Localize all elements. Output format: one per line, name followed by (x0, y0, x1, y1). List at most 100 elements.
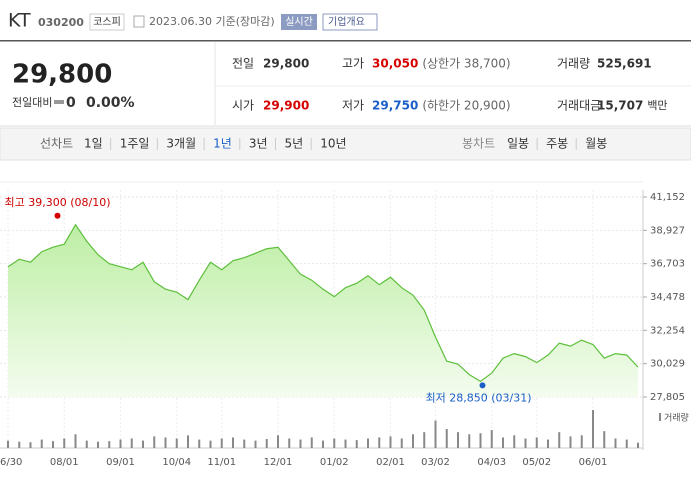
company[interactable]: 기업개요 (328, 15, 365, 28)
y-tick-label: 34,478 (650, 292, 685, 303)
x-tick-label: 01/02 (320, 457, 349, 468)
flat-icon (54, 100, 64, 104)
x-tick-label: 02/01 (376, 457, 405, 468)
volume-bar (265, 439, 268, 448)
low-dot (479, 382, 486, 389)
high-label: 최고 39,300 (08/10) (4, 196, 110, 209)
volume-bar (637, 442, 639, 448)
realtime[interactable]: 실시간 (285, 16, 313, 28)
y-tick-label: 32,254 (650, 325, 685, 336)
period-tab[interactable]: 1년 (213, 137, 232, 151)
period-tab[interactable]: 1주일 (120, 137, 150, 151)
market-badge (89, 13, 125, 31)
volume-bar (220, 438, 223, 448)
volume-bar (52, 441, 54, 448)
volume-bar (558, 432, 561, 448)
volume-bar (175, 438, 178, 448)
volume-bar (535, 437, 538, 448)
period-tab[interactable]: 3개월 (166, 137, 196, 151)
realtime-button[interactable] (281, 14, 317, 30)
volume-bar (513, 435, 516, 448)
x-tick-label: 06/30 (0, 457, 22, 468)
x-tick-label: 05/02 (522, 457, 551, 468)
x-tick-label: 11/01 (207, 457, 236, 468)
volume-bar (85, 440, 88, 448)
price-line (7, 223, 639, 383)
stock-name: KT (8, 10, 31, 32)
period-tab[interactable]: 1일 (84, 137, 103, 151)
date: 2023.06.30 기준(장마감) (149, 15, 275, 28)
stat-label: 거래대금 (557, 99, 601, 113)
line-chart-label: 선차트 (40, 137, 73, 151)
volume-bar (400, 438, 403, 448)
high-dot (54, 212, 61, 219)
stat-label: 고가 (342, 57, 364, 71)
volume-bar (479, 433, 482, 448)
price-area (8, 224, 638, 397)
volume-bar (445, 429, 448, 448)
price: 29,800 (12, 60, 112, 90)
change-pct: 0.00% (86, 95, 135, 111)
x-tick-label: 06/01 (579, 457, 608, 468)
volume-bar (547, 439, 549, 448)
volume-bar (378, 437, 381, 448)
x-tick-label: 12/01 (264, 457, 293, 468)
period-tab[interactable]: 5년 (285, 137, 304, 151)
stat-value: 29,900 (263, 99, 309, 113)
stat-value: 30,050 (372, 57, 418, 71)
stat-label: 저가 (342, 99, 364, 113)
volume-bar (299, 439, 302, 448)
volume-bar (580, 435, 583, 448)
volume-bar (130, 438, 133, 448)
company-button[interactable] (322, 13, 378, 31)
y-tick-label: 36,703 (650, 259, 685, 270)
volume-bar (209, 440, 212, 448)
volume-bar (187, 435, 189, 448)
volume-bar (502, 437, 504, 448)
y-tick-label: 30,029 (650, 359, 685, 370)
candle-chart-label: 봉차트 (462, 137, 495, 151)
x-tick-label: 10/04 (162, 457, 191, 468)
candle-tab[interactable]: 월봉 (585, 137, 607, 151)
volume-bar (412, 434, 414, 448)
y-tick-label: 38,927 (650, 225, 685, 236)
period-tab[interactable]: 10년 (320, 137, 346, 151)
volume-bar (97, 441, 99, 448)
y-tick-label: 41,152 (650, 192, 685, 203)
volume-bar (243, 439, 246, 448)
calendar-icon (133, 15, 145, 28)
x-tick-label: 08/01 (50, 457, 79, 468)
volume-legend: 거래량 (664, 412, 689, 424)
stat-label: 전일 (232, 57, 254, 71)
period-tab[interactable]: 3년 (249, 137, 268, 151)
candle-tab[interactable]: 일봉 (507, 137, 529, 151)
top-rule (0, 40, 691, 42)
volume-bar (288, 438, 291, 448)
x-tick-label: 04/03 (477, 457, 506, 468)
volume-bar (490, 430, 493, 448)
stat-unit: 백만 (647, 99, 667, 112)
volume-bar (333, 438, 336, 448)
volume-bar (322, 440, 324, 448)
volume-bar (457, 432, 459, 448)
change: 0 (66, 95, 76, 111)
market: 코스피 (93, 16, 121, 28)
volume-bar (74, 434, 77, 448)
volume-bar (277, 435, 279, 448)
stat-value: 29,800 (263, 57, 309, 71)
volume-bar (434, 420, 437, 448)
volume-bar (389, 436, 392, 448)
volume-bar (355, 440, 358, 448)
x-tick-label: 09/01 (106, 457, 135, 468)
y-tick-label: 27,805 (650, 392, 685, 403)
volume-bar (153, 436, 156, 448)
volume-bar (7, 440, 9, 448)
volume-bar (108, 441, 111, 448)
volume-bar (625, 439, 628, 448)
volume-legend-mark (659, 413, 661, 421)
volume-bar (367, 438, 369, 448)
candle-tab[interactable]: 주봉 (546, 137, 568, 151)
stat-value: 15,707 (597, 99, 643, 113)
stat-value: 29,750 (372, 99, 418, 113)
